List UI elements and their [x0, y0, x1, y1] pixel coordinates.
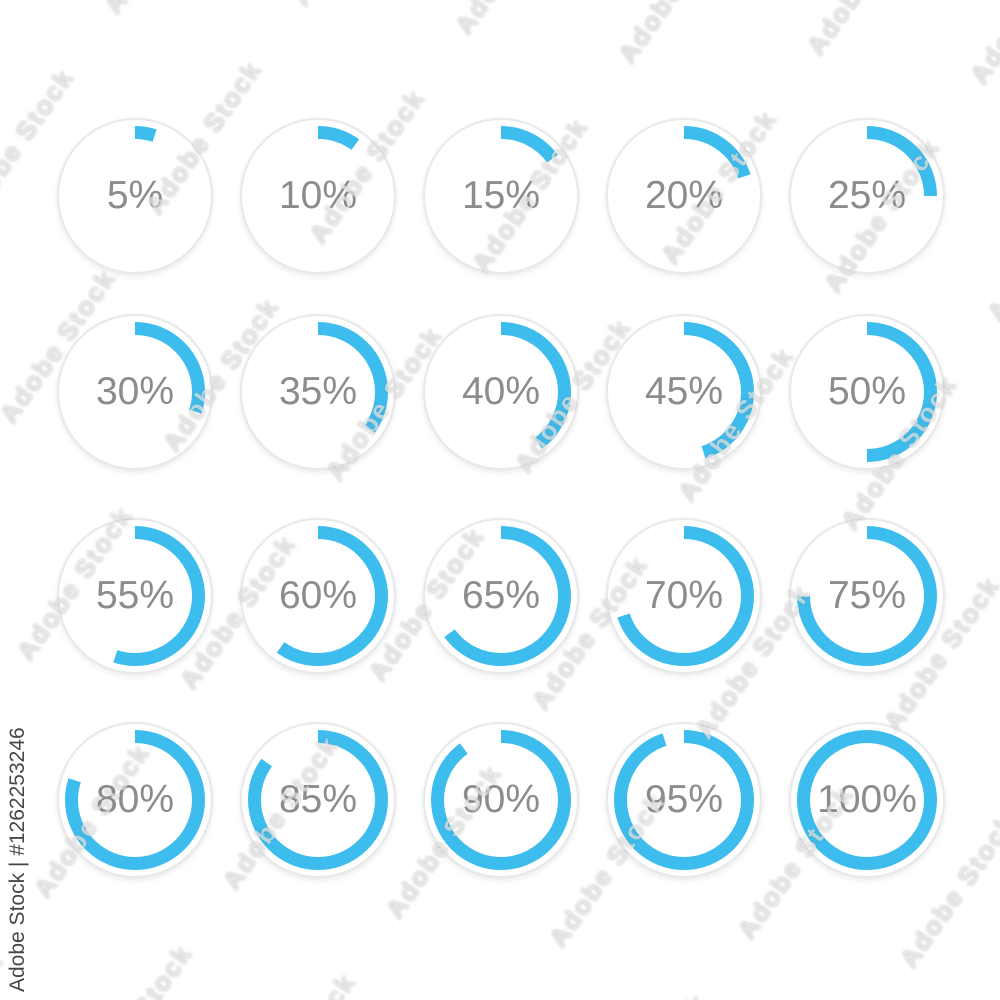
progress-arc-svg [65, 126, 205, 266]
progress-arc-svg [614, 526, 754, 666]
progress-circle-85: 85% [240, 722, 396, 878]
percent-label: 25% [827, 174, 907, 217]
progress-circle-35: 35% [240, 314, 396, 470]
progress-arc [797, 730, 937, 870]
percent-label: 90% [461, 778, 541, 821]
progress-arc [65, 730, 205, 870]
progress-arc-svg [248, 526, 388, 666]
progress-circle-60: 60% [240, 518, 396, 674]
progress-arc-svg [248, 322, 388, 462]
progress-arc-svg [797, 526, 937, 666]
progress-circle-50: 50% [789, 314, 945, 470]
progress-arc [797, 322, 937, 462]
progress-circle-80: 80% [57, 722, 213, 878]
progress-arc [614, 126, 754, 266]
progress-arc [431, 126, 571, 266]
progress-arc [248, 730, 388, 870]
progress-arc-svg [65, 322, 205, 462]
progress-arc [248, 526, 388, 666]
progress-arc [797, 126, 937, 266]
progress-arc-svg [431, 126, 571, 266]
percent-label: 15% [461, 174, 541, 217]
percent-label: 40% [461, 370, 541, 413]
progress-circle-90: 90% [423, 722, 579, 878]
percent-label: 20% [644, 174, 724, 217]
progress-circle-70: 70% [606, 518, 762, 674]
progress-arc-svg [614, 730, 754, 870]
progress-circle-25: 25% [789, 118, 945, 274]
percent-label: 60% [278, 574, 358, 617]
progress-arc-svg [65, 730, 205, 870]
percent-label: 75% [827, 574, 907, 617]
percent-label: 30% [95, 370, 175, 413]
percent-label: 50% [827, 370, 907, 413]
progress-arc [431, 526, 571, 666]
progress-circle-75: 75% [789, 518, 945, 674]
progress-circle-30: 30% [57, 314, 213, 470]
percent-label: 100% [817, 778, 917, 821]
progress-circle-100: 100% [789, 722, 945, 878]
progress-circle-5: 5% [57, 118, 213, 274]
progress-arc-svg [797, 322, 937, 462]
percent-label: 95% [644, 778, 724, 821]
progress-circle-65: 65% [423, 518, 579, 674]
progress-arc [248, 126, 388, 266]
progress-arc-svg [431, 322, 571, 462]
progress-circle-95: 95% [606, 722, 762, 878]
progress-arc [431, 322, 571, 462]
percent-label: 85% [278, 778, 358, 821]
percent-label: 5% [106, 174, 164, 217]
progress-arc [614, 526, 754, 666]
progress-circle-10: 10% [240, 118, 396, 274]
progress-circle-55: 55% [57, 518, 213, 674]
progress-arc-svg [248, 730, 388, 870]
progress-circle-40: 40% [423, 314, 579, 470]
progress-arc [65, 526, 205, 666]
progress-arc [797, 526, 937, 666]
percent-label: 55% [95, 574, 175, 617]
progress-arc [65, 322, 205, 462]
percent-label: 70% [644, 574, 724, 617]
progress-circle-15: 15% [423, 118, 579, 274]
percent-label: 35% [278, 370, 358, 413]
adobe-stock-id-watermark: Adobe Stock | #1262253246 [6, 727, 29, 992]
progress-arc-svg [431, 526, 571, 666]
progress-arc-svg [797, 126, 937, 266]
progress-circle-20: 20% [606, 118, 762, 274]
progress-arc [248, 322, 388, 462]
progress-arc-svg [65, 526, 205, 666]
progress-arc-svg [431, 730, 571, 870]
progress-arc [614, 730, 754, 870]
percent-label: 10% [278, 174, 358, 217]
progress-arc-svg [797, 730, 937, 870]
progress-circle-45: 45% [606, 314, 762, 470]
progress-arc-svg [614, 126, 754, 266]
percent-label: 45% [644, 370, 724, 413]
percent-label: 65% [461, 574, 541, 617]
percent-label: 80% [95, 778, 175, 821]
progress-arc [65, 126, 205, 266]
progress-arc-svg [248, 126, 388, 266]
progress-arc-svg [614, 322, 754, 462]
progress-arc [614, 322, 754, 462]
progress-arc [431, 730, 571, 870]
